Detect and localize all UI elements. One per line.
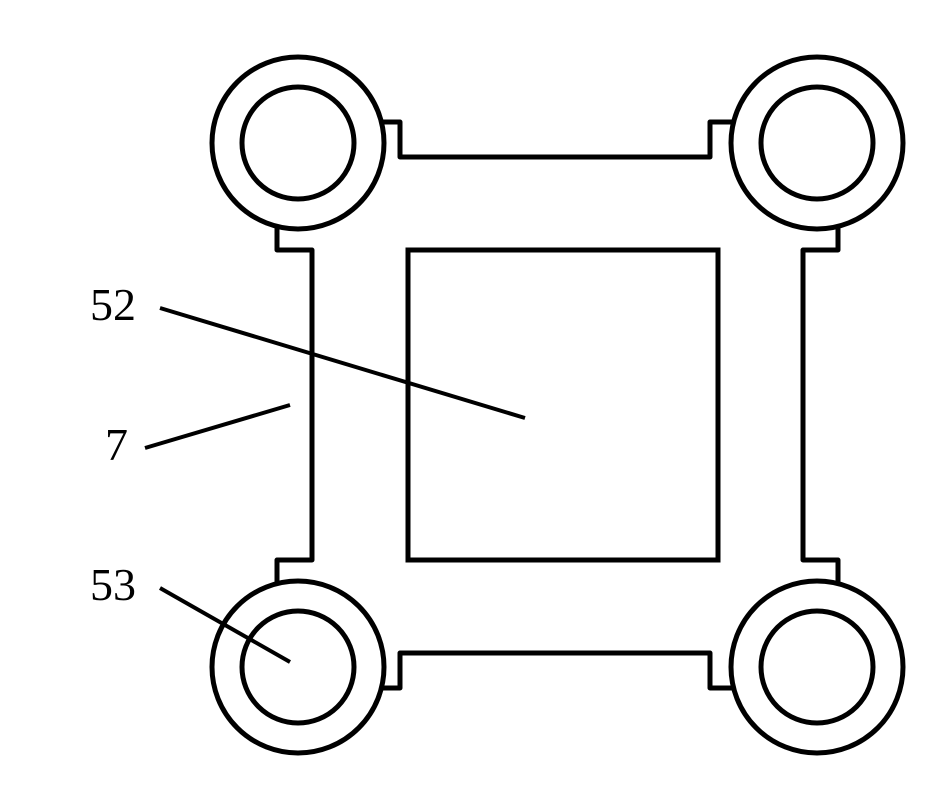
corner-ring-bl	[212, 581, 384, 753]
b-label: 7	[105, 419, 128, 470]
corner-ring-tr	[731, 57, 903, 229]
b-leader	[145, 405, 290, 448]
corner-ring-tl	[212, 57, 384, 229]
c-label: 53	[90, 559, 136, 610]
inner-square-aperture	[408, 250, 718, 560]
corner-ring-br	[731, 581, 903, 753]
a-label: 52	[90, 279, 136, 330]
